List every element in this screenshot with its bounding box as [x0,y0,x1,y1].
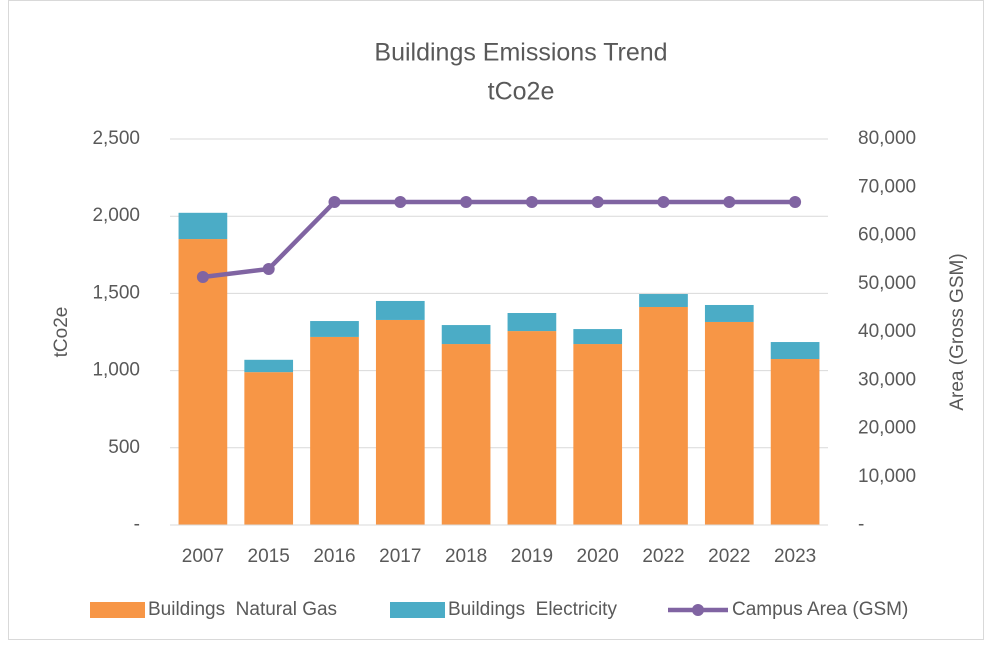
bar-segment [244,372,294,525]
line-marker [196,270,209,283]
y2-tick-label: 10,000 [858,466,916,487]
y2-tick-label: 80,000 [858,128,916,149]
x-tick-label: 2023 [774,546,816,567]
y2-tick-label: 50,000 [858,273,916,294]
bar-segment [178,212,228,240]
bar-segment [441,325,491,345]
bar-segment [441,344,491,525]
bar-segment [573,329,623,345]
line-marker [394,196,407,209]
bar-segment [639,306,688,525]
bar-segment [770,359,820,525]
line-marker [723,196,736,209]
bar-segment [704,304,754,322]
chart-subtitle: tCo2e [488,78,555,106]
bar-segment [310,321,359,337]
x-tick-label: 2015 [248,546,290,567]
x-tick-label: 2022 [642,546,684,567]
legend-swatch [90,602,145,618]
line-marker [460,196,473,209]
y2-tick-label: 60,000 [858,225,916,246]
bar-segment [573,344,623,525]
bar-segment [310,336,359,525]
line-marker [525,196,538,209]
line-marker [591,196,604,209]
y2-tick-label: 20,000 [858,418,916,439]
legend-label: Buildings Natural Gas [148,599,337,620]
legend-label: Campus Area (GSM) [732,599,908,620]
y2-tick-label: - [858,514,864,535]
y-tick-label: 500 [108,437,140,458]
bar-segment [770,342,820,360]
x-tick-label: 2016 [313,546,355,567]
y-axis-label: tCo2e [51,307,72,358]
x-tick-label: 2022 [708,546,750,567]
y-tick-label: 1,500 [92,282,140,303]
line-marker [328,196,341,209]
y2-tick-label: 30,000 [858,369,916,390]
legend-swatch [692,604,704,616]
y-tick-label: 2,000 [92,205,140,226]
legend-label: Buildings Electricity [448,599,617,620]
line-series [202,199,796,280]
line-marker [657,196,670,209]
y2-tick-label: 70,000 [858,176,916,197]
bar-segment [639,294,688,307]
y-tick-label: 2,500 [92,128,140,149]
x-tick-label: 2018 [445,546,487,567]
line-marker [789,196,802,209]
x-tick-label: 2019 [511,546,553,567]
bar-segment [244,359,294,373]
y-tick-label: 1,000 [92,360,140,381]
legend-swatch [390,602,445,618]
bar-segment [704,321,754,525]
chart-frame [8,0,984,640]
bar-segment [507,313,557,332]
y2-tick-label: 40,000 [858,321,916,342]
x-tick-label: 2020 [577,546,619,567]
y-tick-label: - [134,514,140,535]
line-marker [262,262,275,275]
bar-segment [375,300,425,320]
bar-segment [178,239,228,525]
bar-segment [507,331,557,525]
y2-axis-label: Area (Gross GSM) [947,253,968,410]
x-tick-label: 2007 [182,546,224,567]
bar-segment [375,319,425,525]
x-tick-label: 2017 [379,546,421,567]
chart-title: Buildings Emissions Trend [374,39,667,67]
